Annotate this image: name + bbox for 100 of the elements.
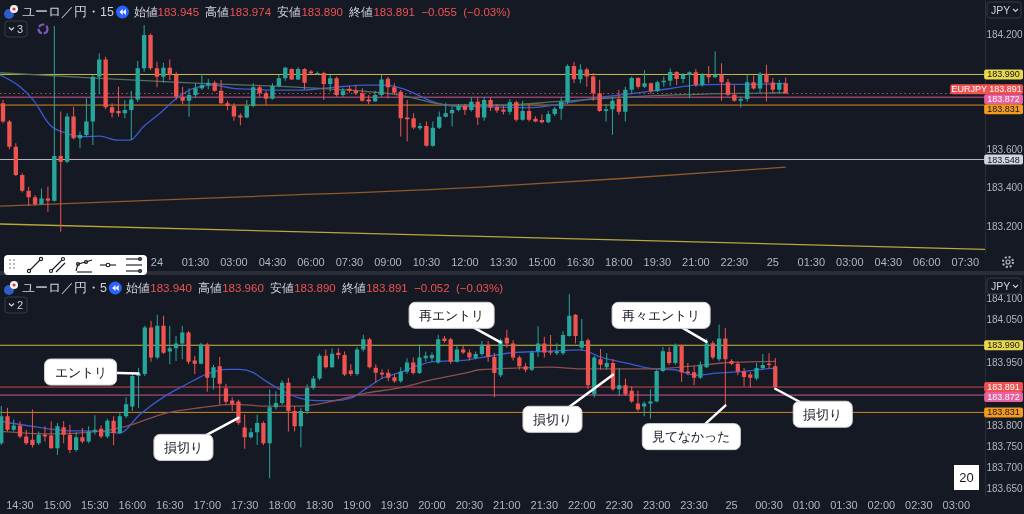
x-tick-label: 04:30 — [874, 256, 903, 268]
x-tick-label: 25 — [766, 256, 779, 268]
text: 始値183.945 高値183.974 安値183.890 終値183.891 −0.055 (−0.03%) — [133, 6, 511, 18]
candlestick — [30, 409, 35, 448]
candlestick — [565, 64, 570, 105]
x-tick-label: 00:30 — [755, 499, 783, 511]
candlestick — [704, 338, 709, 369]
ref-line-label: 183.990 — [987, 340, 1020, 351]
ref-line-label: 183.872 — [987, 392, 1020, 403]
ref-line-label: EURJPY 183.891 — [951, 84, 1022, 95]
candlestick — [411, 113, 416, 130]
candlestick — [754, 362, 759, 381]
x-tick-label: 21:00 — [682, 256, 710, 268]
x-tick-label: 03:00 — [220, 256, 248, 268]
x-tick-label: 03:00 — [942, 499, 971, 511]
y-tick-label: 183.700 — [986, 462, 1024, 474]
candlestick — [548, 335, 553, 355]
candlestick — [167, 325, 172, 365]
x-tick-label: 01:30 — [181, 256, 210, 268]
x-tick-label: 25 — [725, 499, 738, 511]
x-tick-label: 20:30 — [455, 499, 484, 511]
x-tick-label: 03:00 — [836, 256, 864, 268]
candlestick — [655, 80, 660, 92]
candlestick — [5, 407, 10, 432]
candlestick — [729, 359, 734, 366]
y-tick-label: 183.650 — [986, 483, 1024, 495]
candlestick — [347, 86, 352, 93]
candlestick — [456, 104, 461, 112]
candlestick — [674, 71, 679, 86]
annotation: 再エントリ — [419, 307, 485, 323]
ref-line-label: 183.831 — [987, 407, 1020, 418]
x-tick-label: 19:30 — [643, 256, 672, 268]
candlestick — [523, 362, 528, 373]
candlestick — [443, 102, 448, 118]
candlestick — [469, 97, 474, 112]
candlestick — [317, 353, 322, 381]
candlestick — [642, 70, 647, 88]
candlestick — [58, 111, 63, 232]
y-tick-label: 183.800 — [986, 419, 1024, 431]
candlestick — [26, 186, 31, 206]
x-tick-label: 07:30 — [951, 256, 980, 268]
candlestick — [488, 97, 493, 112]
candlestick — [501, 105, 506, 115]
candlestick — [367, 337, 372, 369]
candlestick — [719, 63, 724, 101]
x-tick-label: 18:00 — [268, 499, 296, 511]
y-tick-label: 183.750 — [986, 441, 1024, 453]
candlestick — [55, 422, 60, 456]
candlestick — [379, 75, 384, 97]
candlestick — [417, 344, 422, 374]
x-tick-label: 15:30 — [81, 499, 109, 511]
candlestick — [161, 315, 166, 355]
candlestick — [148, 33, 153, 71]
candlestick — [598, 349, 603, 370]
candlestick — [45, 186, 51, 212]
x-tick-label: 17:00 — [193, 499, 221, 511]
candlestick — [392, 374, 397, 383]
x-tick-label: 20:00 — [418, 499, 446, 511]
annotation: 3 — [17, 23, 24, 35]
x-tick-label: 13:30 — [489, 256, 518, 268]
x-tick-label: 18:30 — [305, 499, 334, 511]
candlestick — [192, 355, 197, 374]
candlestick — [573, 314, 578, 344]
y-tick-label: 183.950 — [986, 356, 1024, 368]
candlestick — [687, 71, 692, 99]
chart-title: ユーロ／円・5 — [22, 281, 107, 295]
candlestick — [342, 351, 347, 377]
x-tick-label: 23:30 — [680, 499, 708, 511]
candlestick — [315, 71, 320, 76]
candlestick — [467, 349, 472, 361]
annotation: エントリ — [54, 364, 107, 380]
y-tick-label: 184.050 — [986, 314, 1024, 326]
candlestick — [578, 64, 583, 84]
x-tick-label: 22:00 — [568, 499, 596, 511]
x-tick-label: 16:30 — [156, 499, 184, 511]
candlestick — [238, 113, 243, 126]
ref-line-label: 183.831 — [987, 104, 1020, 115]
candlestick — [80, 428, 85, 444]
annotation: 損切り — [532, 411, 572, 427]
candlestick — [764, 64, 769, 102]
candlestick — [186, 330, 191, 365]
ref-line-label: 183.548 — [987, 154, 1020, 165]
annotation: 見てなかった — [652, 429, 731, 445]
x-tick-label: 09:00 — [374, 256, 402, 268]
x-tick-label: 01:30 — [830, 499, 858, 511]
candlestick — [610, 97, 615, 135]
candlestick — [498, 338, 503, 377]
candlestick — [225, 100, 230, 111]
annotation: 損切り — [803, 406, 843, 422]
x-tick-label: 21:30 — [530, 499, 559, 511]
annotation: 2 — [17, 299, 24, 311]
candlestick — [617, 368, 622, 396]
y-tick-label: 183.400 — [986, 182, 1024, 194]
candlestick — [366, 95, 371, 105]
x-tick-label: 22:30 — [720, 256, 749, 268]
x-tick-label: 19:30 — [380, 499, 409, 511]
x-tick-label: 06:00 — [297, 256, 325, 268]
x-tick-label: 22:30 — [605, 499, 633, 511]
candlestick — [211, 365, 216, 390]
annotation: 損切り — [163, 439, 203, 455]
